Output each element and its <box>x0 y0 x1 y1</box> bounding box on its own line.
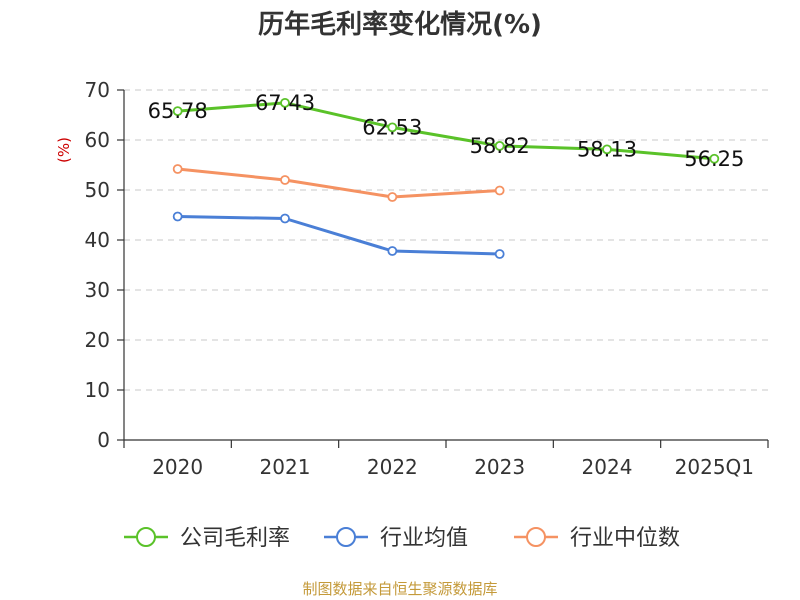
data-point <box>172 164 183 174</box>
y-tick-label: 50 <box>85 178 110 202</box>
data-point <box>387 122 398 133</box>
legend: 公司毛利率 行业均值 行业中位数 <box>124 526 680 551</box>
data-label: 58.13 <box>577 137 637 161</box>
x-tick-label: 2025Q1 <box>675 455 754 479</box>
data-point <box>387 192 398 202</box>
data-point <box>280 213 290 224</box>
x-tick-label: 2022 <box>367 455 418 479</box>
x-tick-label: 2024 <box>582 455 633 479</box>
y-tick-label: 0 <box>97 428 110 452</box>
data-point <box>172 211 183 222</box>
data-label: 65.78 <box>148 99 208 123</box>
y-tick-label: 70 <box>85 78 110 102</box>
source-note: 制图数据来自恒生聚源数据库 <box>302 580 498 598</box>
series-lines <box>172 97 720 259</box>
data-point <box>494 140 505 151</box>
x-tick-label: 2020 <box>152 455 203 479</box>
data-point <box>387 246 398 256</box>
data-label: 67.43 <box>255 91 315 115</box>
data-labels: 65.78 67.43 62.53 58.82 58.13 56.25 <box>148 91 745 171</box>
data-point <box>709 153 720 164</box>
data-label: 62.53 <box>362 115 422 139</box>
y-tick-label: 60 <box>85 128 110 152</box>
legend-marker-icon <box>136 527 156 547</box>
x-tick-label: 2023 <box>474 455 525 479</box>
x-tick-label: 2021 <box>260 455 311 479</box>
series-line-0 <box>176 101 716 161</box>
y-tick-label: 40 <box>85 228 110 252</box>
data-point <box>172 106 183 116</box>
legend-label: 行业中位数 <box>570 526 680 551</box>
series-line-2 <box>176 167 502 199</box>
y-axis-label: (%) <box>55 137 73 163</box>
legend-label: 行业均值 <box>380 526 468 551</box>
legend-marker-icon <box>336 527 356 547</box>
data-label: 58.82 <box>470 134 530 158</box>
data-point <box>280 175 290 185</box>
data-point <box>494 249 505 259</box>
chart-title: 历年毛利率变化情况(%) <box>258 10 542 40</box>
y-tick-label: 20 <box>85 328 110 352</box>
data-point <box>602 144 612 155</box>
data-point <box>280 97 290 108</box>
data-label: 56.25 <box>684 147 744 171</box>
y-tick-label: 10 <box>85 378 110 402</box>
series-line-1 <box>176 215 502 256</box>
legend-marker-icon <box>526 527 546 547</box>
data-point <box>494 185 505 196</box>
grid-lines <box>124 89 768 391</box>
legend-label: 公司毛利率 <box>180 526 290 551</box>
y-tick-label: 30 <box>85 278 110 302</box>
axes: 0 10 20 30 40 50 60 70 2020 2021 2022 2023 2024 2025Q… <box>55 78 769 479</box>
